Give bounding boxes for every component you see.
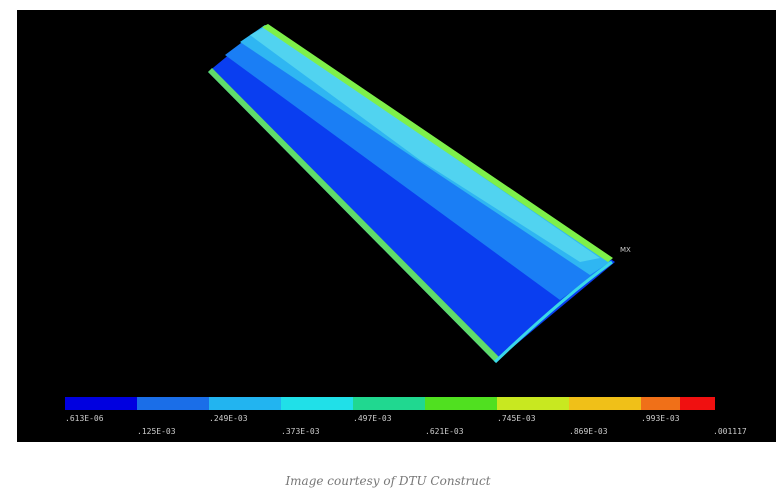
- legend-label: .621E-03: [425, 427, 464, 436]
- legend-label: .993E-03: [641, 414, 680, 423]
- legend-label: .613E-06: [65, 414, 104, 423]
- legend-label: .745E-03: [497, 414, 536, 423]
- legend-label: .497E-03: [353, 414, 392, 423]
- legend-label: .869E-03: [569, 427, 608, 436]
- marker-label: MX: [620, 246, 631, 254]
- legend-label: .125E-03: [137, 427, 176, 436]
- color-legend: [65, 397, 715, 410]
- legend-label: .001117: [713, 427, 747, 436]
- legend-label: .249E-03: [209, 414, 248, 423]
- legend-label: .373E-03: [281, 427, 320, 436]
- page: MX .613E-06 .249E-03 .497E-03 .745E-03 .993E…: [0, 0, 776, 504]
- contour-image: MX .613E-06 .249E-03 .497E-03 .745E-03 .993E…: [0, 0, 776, 504]
- caption: Image courtesy of DTU Construct: [0, 474, 776, 488]
